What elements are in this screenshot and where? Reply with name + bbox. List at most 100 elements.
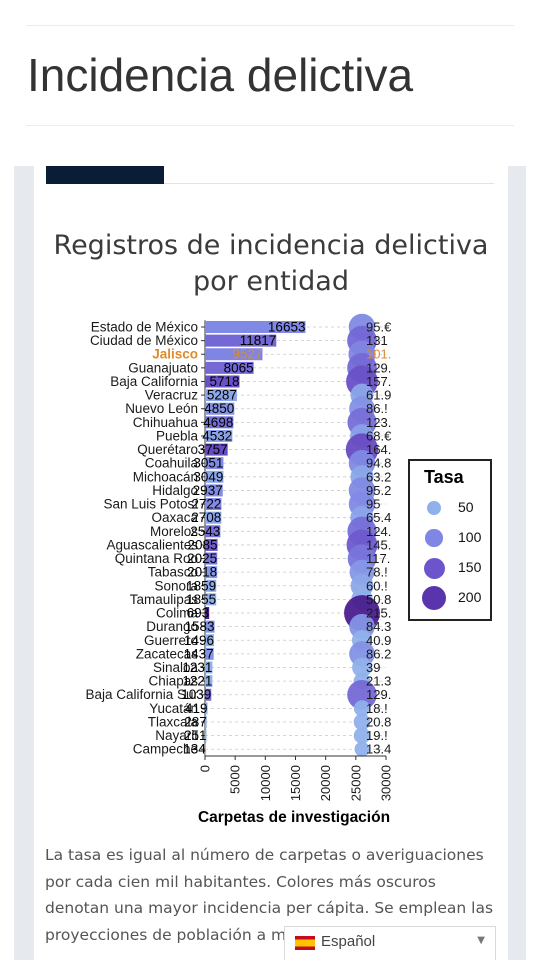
bar: [205, 661, 213, 674]
x-tick-label: 10000: [258, 765, 273, 801]
x-tick-label: 5000: [228, 765, 243, 794]
value-label: 693: [187, 606, 210, 621]
value-label: 5718: [209, 374, 239, 389]
bar: [205, 525, 221, 538]
category-label: Ciudad de México: [90, 333, 198, 348]
x-axis-title: Carpetas de investigación: [198, 809, 390, 826]
rate-label: 50.8: [366, 592, 391, 607]
rate-label: 164.: [366, 442, 391, 457]
spain-flag-icon: [295, 936, 315, 950]
value-label: 2085: [188, 537, 218, 552]
rate-label: 19.!: [366, 728, 388, 743]
x-tick-label: 20000: [318, 765, 333, 801]
bar: [205, 470, 224, 483]
value-label: 1859: [186, 578, 216, 593]
category-label: Michoacán: [133, 469, 198, 484]
language-selector[interactable]: Español ▼: [284, 926, 496, 960]
x-tick-label: 0: [198, 765, 213, 772]
bar: [205, 389, 237, 402]
rate-label: 124.: [366, 524, 391, 539]
rate-label: 95.€: [366, 320, 392, 335]
title-divider: [26, 125, 514, 126]
legend-dot: [425, 529, 443, 547]
legend-item: 100: [410, 523, 490, 553]
chart-title: Registros de incidencia delictiva por en…: [34, 228, 508, 300]
bar: [205, 498, 222, 511]
legend-dot: [421, 585, 447, 611]
value-label: 2543: [190, 524, 220, 539]
category-label: Coahuila: [145, 456, 199, 471]
value-label: 1855: [186, 592, 216, 607]
bar: [205, 675, 213, 688]
category-label: Tamaulipas: [130, 592, 199, 607]
rate-label: 86.!: [366, 401, 388, 416]
category-label: Sonora: [154, 578, 198, 593]
card-accent-line: [164, 183, 494, 184]
category-label: Tabasco: [148, 565, 198, 580]
rate-label: 95.2: [366, 483, 391, 498]
rate-label: 60.!: [366, 578, 388, 593]
legend-dot: [423, 557, 445, 579]
rate-label: 157.: [366, 374, 391, 389]
legend-label: 150: [458, 559, 482, 575]
language-label: Español: [321, 933, 376, 950]
value-label: 1583: [185, 619, 215, 634]
legend: Tasa 50 100 150 200: [408, 459, 492, 621]
bar: [205, 416, 234, 429]
category-label: San Luis Potosí: [103, 497, 198, 512]
category-label: Chihuahua: [133, 415, 199, 430]
x-tick-label: 25000: [348, 765, 363, 801]
legend-label: 50: [458, 499, 474, 515]
bar: [205, 334, 277, 347]
category-label: Nuevo León: [125, 401, 198, 416]
value-label: 3049: [193, 469, 223, 484]
bar: [205, 402, 235, 415]
rate-bubble: [352, 657, 372, 678]
value-label: 134: [183, 742, 206, 757]
rate-label: 129.: [366, 360, 391, 375]
rate-label: 131: [366, 333, 388, 348]
bar: [205, 566, 218, 579]
category-label: Veracruz: [145, 388, 199, 403]
category-label: Morelos: [150, 524, 198, 539]
card-accent-bar: [46, 166, 164, 184]
legend-title: Tasa: [424, 467, 464, 487]
x-tick-label: 15000: [288, 765, 303, 801]
value-label: 251: [184, 728, 207, 743]
category-label: Guanajuato: [128, 360, 198, 375]
value-label: 3051: [193, 456, 223, 471]
rate-label: 39: [366, 660, 380, 675]
bar: [205, 620, 215, 633]
value-label: 11817: [240, 333, 277, 348]
rate-label: 13.4: [366, 742, 391, 757]
bar: [205, 457, 224, 470]
page-title: Incidencia delictiva: [27, 49, 414, 101]
rate-label: 65.4: [366, 510, 391, 525]
value-label: 2722: [191, 497, 221, 512]
legend-item: 50: [410, 493, 490, 523]
rate-bubble: [347, 679, 377, 710]
bar: [205, 361, 254, 374]
value-label: 1231: [182, 660, 212, 675]
category-label: Quintana Roo: [115, 551, 198, 566]
rate-label: 95: [366, 497, 380, 512]
rate-bubble: [354, 741, 370, 757]
rate-label: 129.: [366, 687, 391, 702]
category-label: Tlaxcala: [148, 714, 199, 729]
rate-bubble: [353, 727, 371, 744]
bar: [205, 321, 306, 333]
legend-item: 150: [410, 553, 490, 583]
value-label: 8065: [224, 360, 254, 375]
bar: [205, 538, 218, 551]
category-label: Colima: [156, 606, 199, 621]
bar: [205, 634, 215, 647]
x-tick-label: 30000: [379, 765, 394, 801]
legend-item: 200: [410, 583, 490, 613]
chart-title-line-1: Registros de incidencia delictiva: [53, 230, 489, 261]
legend-label: 200: [458, 589, 482, 605]
rate-bubble: [353, 700, 371, 717]
bar: [205, 484, 223, 497]
rate-bubble: [353, 713, 371, 731]
value-label: 1039: [181, 687, 211, 702]
